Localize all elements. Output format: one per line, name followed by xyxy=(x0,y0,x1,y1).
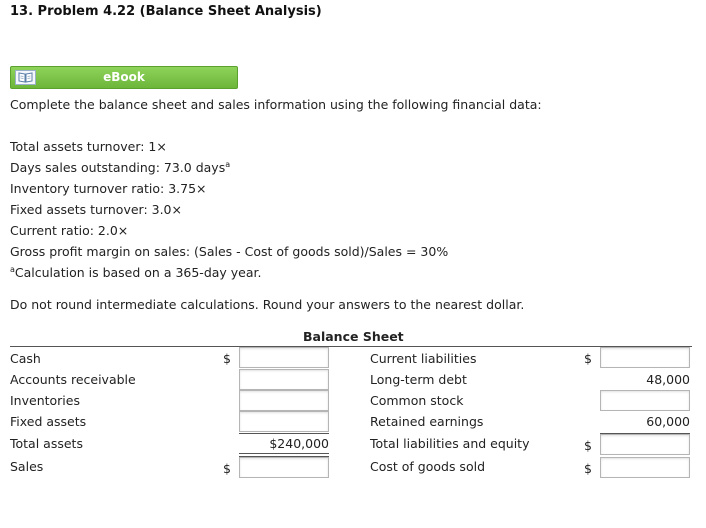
total-assets-rule xyxy=(239,433,329,434)
data-line-days-sales-outstanding: Days sales outstanding: 73.0 daysa xyxy=(10,160,231,175)
input-accounts-receivable[interactable] xyxy=(239,369,329,390)
label-cash: Cash xyxy=(10,351,41,366)
retained-earnings-value: 60,000 xyxy=(646,414,690,429)
input-fixed-assets[interactable] xyxy=(239,411,329,432)
dollar-sign-sales: $ xyxy=(223,461,231,476)
label-retained-earnings: Retained earnings xyxy=(370,414,484,429)
label-total-liabilities-and-equity: Total liabilities and equity xyxy=(370,436,530,451)
label-current-liabilities: Current liabilities xyxy=(370,351,477,366)
input-current-liabilities[interactable] xyxy=(600,347,690,368)
data-line-fixed-assets-turnover: Fixed assets turnover: 3.0× xyxy=(10,202,182,217)
total-assets-value: $240,000 xyxy=(269,436,329,451)
data-line-gross-profit-margin: Gross profit margin on sales: (Sales - C… xyxy=(10,244,449,259)
dollar-sign-total-liabilities: $ xyxy=(584,438,592,453)
total-liabilities-rule xyxy=(600,433,690,434)
long-term-debt-value: 48,000 xyxy=(646,372,690,387)
footnote-marker: a xyxy=(10,265,15,274)
problem-title: 13. Problem 4.22 (Balance Sheet Analysis… xyxy=(10,4,322,19)
book-icon xyxy=(15,70,36,85)
label-sales: Sales xyxy=(10,459,44,474)
total-assets-double-rule-2 xyxy=(239,456,329,457)
label-long-term-debt: Long-term debt xyxy=(370,372,467,387)
label-inventories: Inventories xyxy=(10,393,80,408)
input-common-stock[interactable] xyxy=(600,390,690,411)
data-line-current-ratio: Current ratio: 2.0× xyxy=(10,223,129,238)
footnote-marker: a xyxy=(225,160,231,169)
input-cash[interactable] xyxy=(239,347,329,368)
input-total-liabilities-and-equity[interactable] xyxy=(600,434,690,455)
balance-sheet-title: Balance Sheet xyxy=(303,329,404,344)
data-line-inventory-turnover: Inventory turnover ratio: 3.75× xyxy=(10,181,207,196)
ebook-label: eBook xyxy=(103,70,145,84)
footnote: aCalculation is based on a 365-day year. xyxy=(10,265,262,280)
balance-sheet-top-rule xyxy=(10,346,692,347)
label-total-assets: Total assets xyxy=(10,436,83,451)
data-line-total-assets-turnover: Total assets turnover: 1× xyxy=(10,139,167,154)
dollar-sign-cash: $ xyxy=(223,351,231,366)
label-common-stock: Common stock xyxy=(370,393,464,408)
input-cost-of-goods-sold[interactable] xyxy=(600,457,690,478)
input-inventories[interactable] xyxy=(239,390,329,411)
instructions-intro: Complete the balance sheet and sales inf… xyxy=(10,97,542,112)
rounding-note: Do not round intermediate calculations. … xyxy=(10,297,525,312)
dollar-sign-current-liabilities: $ xyxy=(584,351,592,366)
ebook-button[interactable]: eBook xyxy=(10,66,238,89)
total-assets-double-rule-1 xyxy=(239,453,329,454)
dollar-sign-cost-of-goods-sold: $ xyxy=(584,461,592,476)
input-sales[interactable] xyxy=(239,457,329,478)
label-cost-of-goods-sold: Cost of goods sold xyxy=(370,459,486,474)
label-fixed-assets: Fixed assets xyxy=(10,414,87,429)
label-accounts-receivable: Accounts receivable xyxy=(10,372,136,387)
